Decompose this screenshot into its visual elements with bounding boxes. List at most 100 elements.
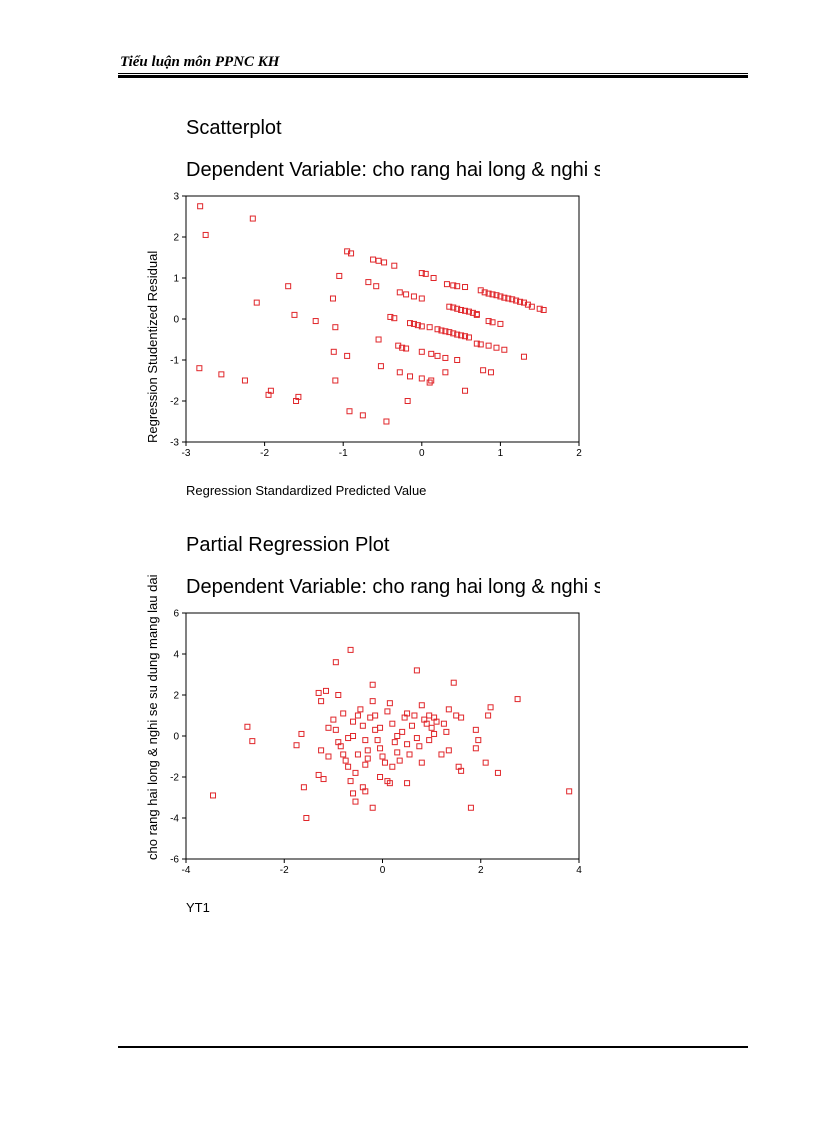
y-tick-label: 4 [173, 650, 179, 661]
scatter-point [347, 778, 354, 785]
scatter-point [352, 798, 359, 805]
scatter-point [359, 722, 366, 729]
scatter-point [342, 757, 349, 764]
scatter-point [383, 418, 390, 425]
scatter-point [462, 333, 469, 340]
scatter-point [458, 306, 465, 313]
y-tick-label: -2 [170, 773, 179, 784]
scatter-point [480, 367, 487, 374]
scatter-point [374, 737, 381, 744]
scatter-point [482, 759, 489, 766]
scatter-point [566, 788, 573, 795]
scatter-point [481, 289, 488, 296]
scatter-point [497, 293, 504, 300]
footer-rule [118, 1046, 748, 1048]
scatter-point [458, 714, 465, 721]
scatter-point [442, 369, 449, 376]
scatter-point [337, 743, 344, 750]
scatter-point [446, 303, 453, 310]
scatter-point [472, 745, 479, 752]
scatter-point [450, 282, 457, 289]
chart1-title: Scatterplot [186, 117, 282, 139]
scatter-point [458, 767, 465, 774]
y-tick-label: 2 [173, 233, 179, 244]
scatter-point [323, 687, 330, 694]
chart1-subtitle: Dependent Variable: cho rang hai long & … [186, 159, 600, 181]
scatter-point [404, 710, 411, 717]
scatter-point [440, 720, 447, 727]
scatter-point [362, 737, 369, 744]
scatter-point [443, 281, 450, 288]
x-tick-label: 4 [576, 865, 582, 876]
scatter-point [381, 259, 388, 266]
scatter-point [462, 387, 469, 394]
scatter-point [249, 215, 256, 222]
scatter-point [465, 334, 472, 341]
scatter-point [332, 377, 339, 384]
scatter-point [210, 792, 217, 799]
y-tick-label: -6 [170, 855, 179, 866]
scatter-point [389, 720, 396, 727]
scatter-point [332, 659, 339, 666]
scatter-point [375, 257, 382, 264]
scatter-point [434, 352, 441, 359]
scatter-point [377, 774, 384, 780]
scatter-point [352, 769, 359, 776]
scatter-point [369, 804, 376, 811]
x-tick-label: 0 [419, 448, 425, 459]
scatter-point [422, 270, 429, 277]
scatter-point [418, 702, 425, 709]
y-tick-label: 1 [173, 274, 179, 285]
y-tick-label: 0 [173, 732, 179, 743]
scatter-point [442, 354, 449, 361]
scatter-point [445, 706, 452, 713]
scatter-point [403, 291, 410, 298]
scatter-point [315, 771, 322, 778]
scatter-point [312, 318, 319, 325]
scatter-point [413, 667, 420, 674]
scatter-point [336, 272, 343, 279]
scatter-point [396, 369, 403, 376]
x-tick-label: 2 [576, 448, 582, 459]
scatter-point [293, 398, 300, 404]
scatter-point [340, 751, 347, 758]
scatter-point [330, 348, 337, 355]
scatter-point [244, 723, 251, 730]
scatter-point [406, 751, 413, 758]
scatter-point [418, 270, 425, 277]
chart2-xlabel: YT1 [186, 900, 210, 915]
page-header: Tiểu luận môn PPNC KH [120, 54, 280, 70]
x-tick-label: -4 [182, 865, 191, 876]
x-tick-label: -2 [260, 448, 269, 459]
scatter-point [396, 289, 403, 296]
scatter-point [487, 369, 494, 376]
scatter-point [493, 344, 500, 351]
scatter-point [362, 788, 369, 795]
plot-frame [185, 612, 580, 860]
scatter-point [315, 689, 322, 696]
scatter-point [513, 297, 520, 304]
scatter-point [472, 726, 479, 733]
scatter-point [375, 336, 382, 343]
plot-frame [185, 195, 580, 443]
x-tick-label: 2 [478, 865, 484, 876]
scatter-point [202, 231, 209, 238]
scatter-point [410, 293, 417, 300]
x-tick-label: -2 [280, 865, 289, 876]
scatter-point [497, 320, 504, 327]
chart1-xlabel: Regression Standardized Predicted Value [186, 483, 427, 498]
chart1-ylabel: Regression Studentized Residual [145, 250, 160, 443]
scatter-point [350, 718, 357, 725]
scatter-point [379, 753, 386, 760]
scatter-point [494, 769, 501, 776]
scatter-point [540, 306, 547, 313]
scatter-point [450, 679, 457, 686]
scatter-point [489, 291, 496, 298]
scatter-point [241, 377, 248, 384]
scatter-point [391, 739, 398, 746]
scatter-point [404, 398, 411, 404]
scatter-point [298, 730, 305, 737]
scatter-point [285, 283, 292, 290]
scatter-point [442, 328, 449, 335]
scatter-point [501, 346, 508, 353]
